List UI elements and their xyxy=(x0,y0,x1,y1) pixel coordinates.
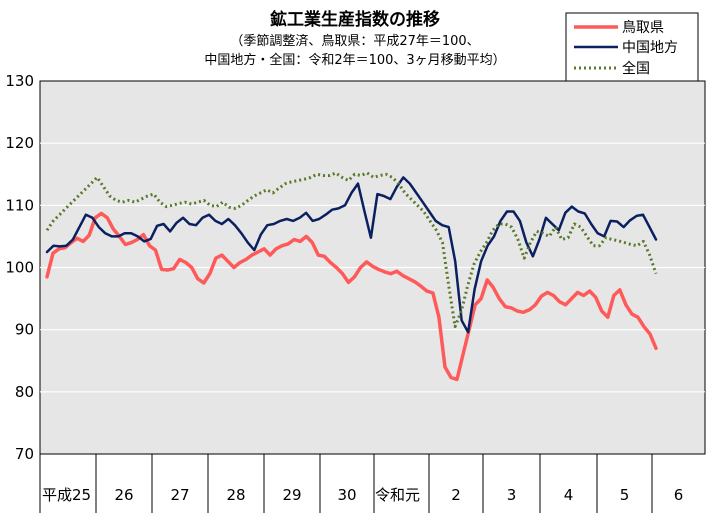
x-tick-label: 4 xyxy=(564,486,574,504)
legend-label-chugoku: 中国地方 xyxy=(622,40,678,56)
x-tick-label: 5 xyxy=(620,486,630,504)
x-tick-label: 26 xyxy=(114,486,133,504)
series-line-chugoku xyxy=(45,176,658,334)
y-tick-label: 80 xyxy=(15,383,34,401)
x-tick-label: 29 xyxy=(282,486,301,504)
x-tick-label: 30 xyxy=(337,486,356,504)
y-tick-label: 70 xyxy=(15,445,34,463)
chart-subtitle-line-2: 中国地方・全国：令和2年＝100、3ヶ月移動平均） xyxy=(204,52,505,68)
y-tick-label: 120 xyxy=(5,134,34,152)
y-tick-label: 110 xyxy=(5,196,34,214)
legend-label-tottori: 鳥取県 xyxy=(622,20,664,36)
chart-subtitle-line-1: （季節調整済、鳥取県：平成27年＝100、 xyxy=(230,33,479,49)
x-tick-label: 27 xyxy=(170,486,189,504)
y-tick-label: 100 xyxy=(5,259,34,277)
series-lines xyxy=(45,171,658,382)
series-line-tottori xyxy=(45,211,658,382)
gridlines xyxy=(40,142,705,393)
chart-title: 鉱工業生産指数の推移 xyxy=(270,9,440,30)
x-tick-label: 3 xyxy=(507,486,517,504)
x-axis-ticks xyxy=(39,454,653,513)
y-tick-label: 130 xyxy=(5,72,34,90)
x-tick-label: 2 xyxy=(451,486,461,504)
x-tick-label: 6 xyxy=(674,486,684,504)
x-tick-label: 28 xyxy=(226,486,245,504)
y-tick-label: 90 xyxy=(15,321,34,339)
x-axis-labels: 平成25 26 27 28 29 30 令和元 2 3 4 5 6 xyxy=(42,486,683,504)
legend-label-zenkoku: 全国 xyxy=(622,60,650,77)
y-axis-ticks: 130 120 110 100 90 80 70 xyxy=(5,72,34,463)
x-tick-label: 令和元 xyxy=(375,486,420,504)
x-tick-label: 平成25 xyxy=(42,486,91,504)
